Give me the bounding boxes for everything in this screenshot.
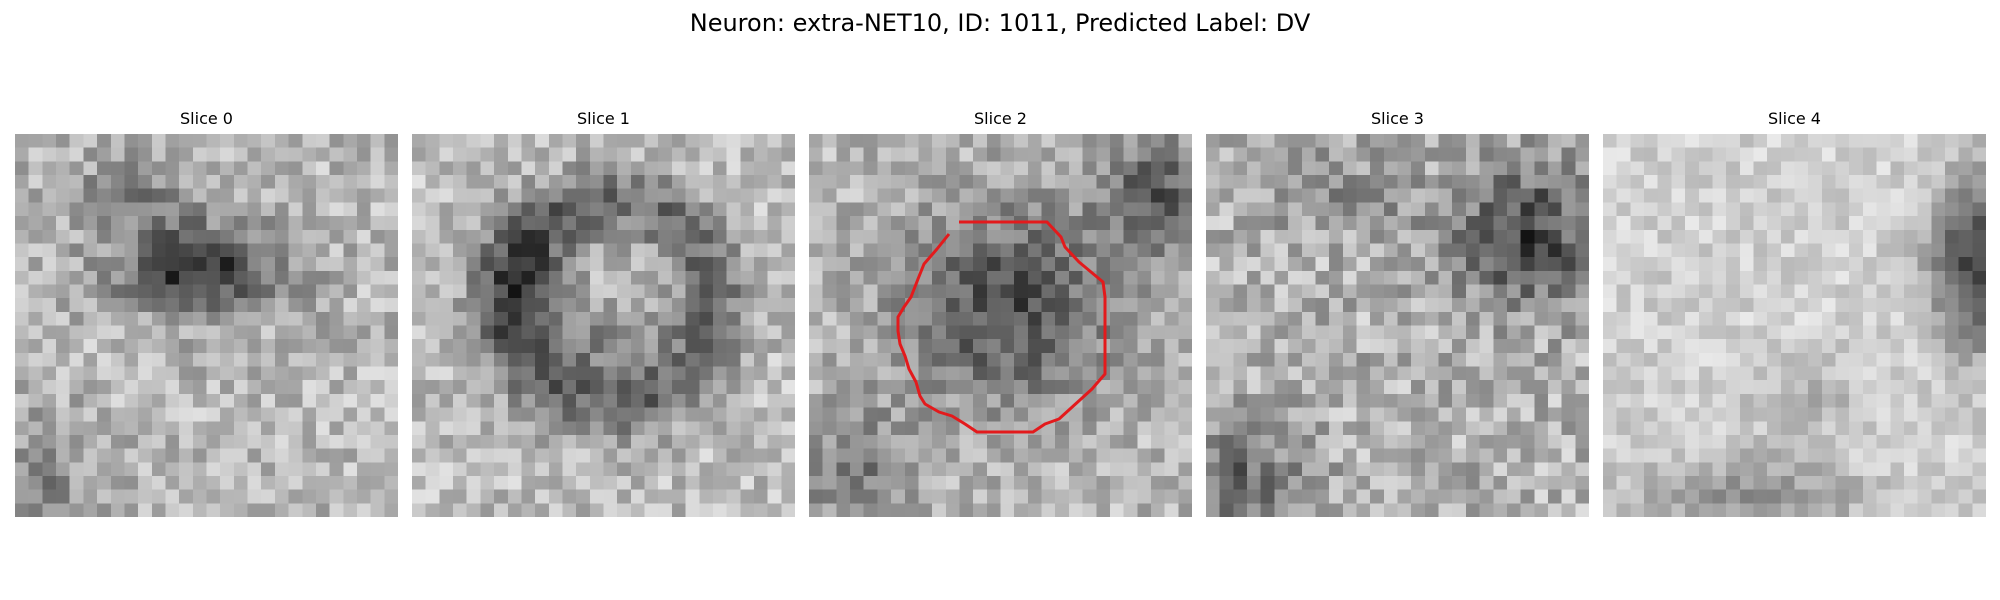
slice-title: Slice 0 [180, 109, 233, 128]
slice-title: Slice 2 [974, 109, 1027, 128]
slice-image [809, 134, 1192, 517]
slice-image [412, 134, 795, 517]
roi-contour [896, 220, 1107, 434]
slice-title: Slice 3 [1371, 109, 1424, 128]
slice-image [15, 134, 398, 517]
slice-title: Slice 4 [1768, 109, 1821, 128]
slice-image [1603, 134, 1986, 517]
slice-image [1206, 134, 1589, 517]
figure-title: Neuron: extra-NET10, ID: 1011, Predicted… [689, 9, 1311, 37]
slice-title: Slice 1 [577, 109, 630, 128]
